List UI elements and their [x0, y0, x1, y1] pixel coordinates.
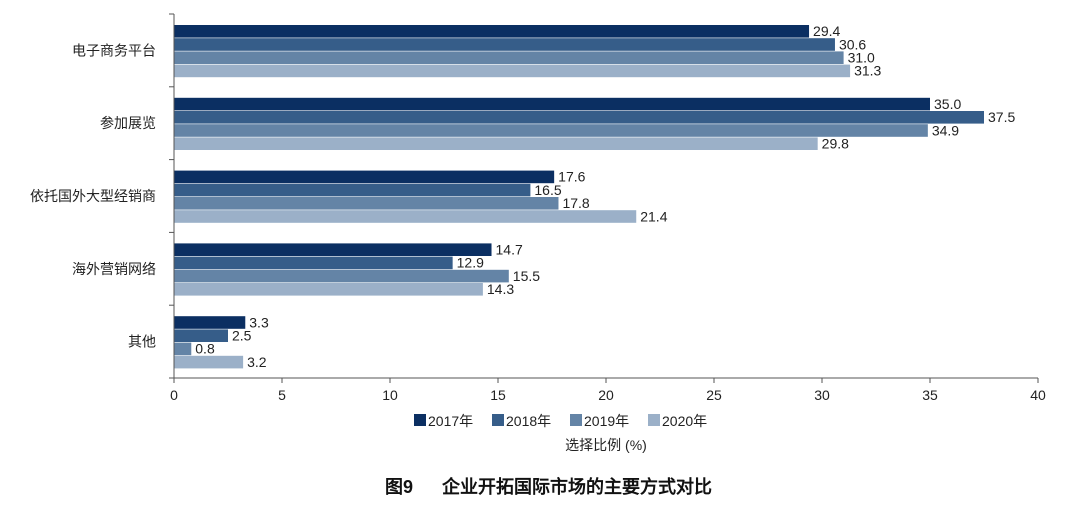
- x-tick-label: 15: [490, 387, 506, 403]
- legend-swatch: [648, 414, 660, 426]
- data-label: 14.3: [487, 281, 514, 297]
- bar: [174, 243, 492, 256]
- bar: [174, 342, 192, 356]
- data-label: 0.8: [195, 341, 215, 357]
- legend-swatch: [492, 414, 504, 426]
- x-tick-label: 0: [170, 387, 178, 403]
- data-label: 3.2: [247, 354, 267, 370]
- category-label: 参加展览: [100, 115, 156, 131]
- legend: 2017年 2018年 2019年 2020年: [414, 413, 707, 429]
- bar: [174, 316, 246, 329]
- data-label: 37.5: [988, 109, 1015, 125]
- bar: [174, 51, 844, 64]
- bar: [174, 64, 851, 78]
- category-label: 海外营销网络: [72, 261, 156, 277]
- bar: [174, 97, 930, 111]
- data-label: 31.3: [854, 63, 881, 79]
- x-axis-label: 选择比例 (%): [565, 437, 647, 453]
- legend-label: 2020年: [662, 413, 707, 429]
- data-label: 2.5: [232, 328, 252, 344]
- bar: [174, 283, 483, 296]
- x-tick-label: 40: [1030, 387, 1046, 403]
- x-tick-label: 35: [922, 387, 938, 403]
- legend-label: 2018年: [506, 413, 551, 429]
- figure-label: 图9: [385, 477, 413, 497]
- figure-title: 企业开拓国际市场的主要方式对比: [441, 476, 712, 497]
- legend-label: 2017年: [428, 413, 473, 429]
- x-tick-label: 5: [278, 387, 286, 403]
- category-label: 其他: [128, 334, 156, 350]
- bar: [174, 38, 835, 51]
- category-label: 依托国外大型经销商: [30, 188, 156, 204]
- bar: [174, 329, 228, 342]
- data-label: 17.6: [558, 169, 585, 185]
- data-label: 3.3: [249, 314, 269, 330]
- bar: [174, 170, 555, 184]
- data-label: 34.9: [932, 122, 959, 138]
- bar: [174, 355, 244, 369]
- x-tick-label: 25: [706, 387, 722, 403]
- legend-swatch: [570, 414, 582, 426]
- data-label: 29.8: [822, 136, 849, 152]
- data-label: 14.7: [496, 242, 523, 258]
- bar: [174, 183, 531, 197]
- bar: [174, 111, 984, 124]
- data-label: 17.8: [562, 195, 589, 211]
- bar: [174, 256, 453, 270]
- data-label: 21.4: [640, 208, 667, 224]
- x-tick-label: 10: [382, 387, 398, 403]
- data-label: 15.5: [513, 268, 540, 284]
- data-label: 12.9: [457, 255, 484, 271]
- bars-layer: 29.430.631.031.3 35.0 37.5 34.9 29.8 17.616.5…: [174, 23, 1015, 370]
- legend-label: 2019年: [584, 413, 629, 429]
- x-tick-label: 20: [598, 387, 614, 403]
- data-label: 29.4: [813, 23, 840, 39]
- bar: [174, 269, 509, 283]
- bar: [174, 25, 810, 38]
- legend-swatch: [414, 414, 426, 426]
- bar: [174, 124, 928, 137]
- data-label: 30.6: [839, 36, 866, 52]
- x-tick-label: 30: [814, 387, 830, 403]
- bar: [174, 197, 559, 210]
- data-label: 16.5: [534, 182, 561, 198]
- data-label: 31.0: [848, 50, 875, 66]
- bar: [174, 137, 818, 150]
- data-label: 35.0: [934, 96, 961, 112]
- category-label: 电子商务平台: [72, 42, 156, 58]
- bar: [174, 210, 637, 223]
